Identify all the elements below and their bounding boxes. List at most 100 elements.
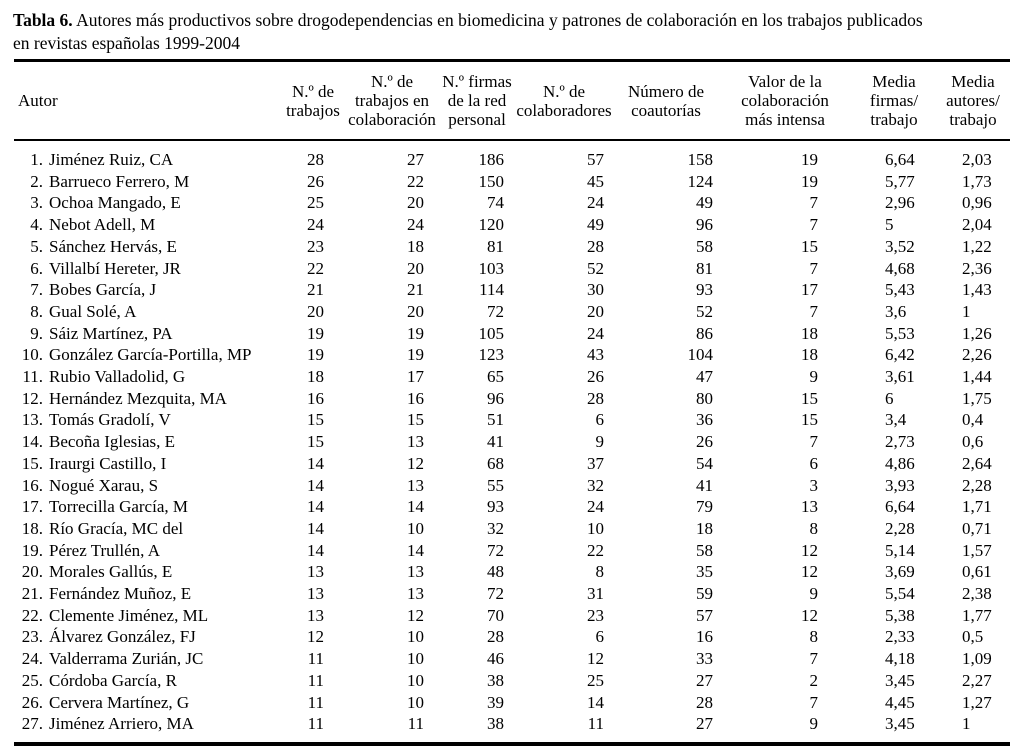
value-cell: 186	[478, 150, 505, 169]
table-row: 25. Córdoba García, R 11 10 38 25 27 2 3,45 2,27	[14, 670, 1010, 692]
value-cell: 3,6	[885, 301, 907, 321]
author-name: Jiménez Arriero, MA	[49, 714, 194, 734]
author-rank: 21.	[21, 584, 43, 604]
author-cell: 4. Nebot Adell, M	[14, 214, 282, 236]
value-cell: 35	[696, 562, 713, 582]
table-row: 8. Gual Solé, A 20 20 72 20 52 7 3,6 1	[14, 301, 1010, 323]
value-cell: 14	[307, 453, 324, 473]
author-name: Sáiz Martínez, PA	[49, 323, 173, 343]
author-cell: 7. Bobes García, J	[14, 279, 282, 301]
value-cell: 33	[696, 649, 713, 669]
value-cell: 14	[307, 540, 324, 560]
author-cell: 2. Barrueco Ferrero, M	[14, 171, 282, 193]
value-cell: 1,57	[962, 540, 992, 560]
value-cell: 13	[407, 432, 424, 452]
value-cell: 72	[487, 540, 504, 560]
value-cell: 7	[809, 193, 819, 213]
value-cell: 14	[407, 540, 424, 560]
table-row: 19. Pérez Trullén, A 14 14 72 22 58 12 5,14 1,57	[14, 540, 1010, 562]
value-cell: 16	[696, 627, 713, 647]
author-rank: 18.	[21, 518, 43, 538]
value-cell: 58	[696, 236, 713, 256]
value-cell: 21	[307, 280, 324, 300]
table-row: 18. Río Gracía, MC del 14 10 32 10 18 8 2,28 0,71	[14, 518, 1010, 540]
value-cell: 158	[687, 150, 714, 169]
author-name: Barrueco Ferrero, M	[49, 171, 190, 191]
value-cell: 38	[487, 670, 504, 690]
value-cell: 105	[478, 323, 505, 343]
author-rank: 1.	[30, 150, 43, 169]
value-cell: 20	[407, 193, 424, 213]
value-cell: 1,22	[962, 236, 992, 256]
value-cell: 13	[801, 497, 818, 517]
value-cell: 23	[307, 236, 324, 256]
author-rank: 4.	[30, 215, 43, 235]
table-header: Autor N.º de trabajos N.º de trabajos en c…	[14, 60, 1010, 141]
value-cell: 114	[479, 280, 504, 300]
value-cell: 38	[487, 714, 504, 734]
author-name: Iraurgi Castillo, I	[49, 453, 167, 473]
author-rank: 22.	[21, 605, 43, 625]
value-cell: 24	[587, 497, 604, 517]
value-cell: 80	[696, 388, 713, 408]
value-cell: 8	[595, 562, 605, 582]
value-cell: 51	[487, 410, 504, 430]
value-cell: 2,28	[962, 475, 992, 495]
value-cell: 81	[696, 258, 713, 278]
table-row: 11. Rubio Valladolid, G 18 17 65 26 47 9 3,61 1,4…	[14, 366, 1010, 388]
value-cell: 1,26	[962, 323, 992, 343]
author-rank: 26.	[21, 692, 43, 712]
value-cell: 47	[696, 367, 713, 387]
author-rank: 27.	[21, 714, 43, 734]
value-cell: 16	[307, 388, 324, 408]
column-header: Media autores/ trabajo	[936, 60, 1010, 141]
author-name: Río Gracía, MC del	[49, 518, 184, 538]
value-cell: 0,5	[962, 627, 984, 647]
value-cell: 30	[587, 280, 604, 300]
value-cell: 13	[307, 562, 324, 582]
value-cell: 22	[407, 171, 424, 191]
value-cell: 49	[587, 215, 604, 235]
value-cell: 19	[307, 323, 324, 343]
value-cell: 72	[487, 584, 504, 604]
value-cell: 6	[885, 388, 894, 408]
author-cell: 1. Jiménez Ruiz, CA	[14, 140, 282, 171]
table-row: 27. Jiménez Arriero, MA 11 11 38 11 27 9 3,45 1	[14, 713, 1010, 744]
value-cell: 19	[307, 345, 324, 365]
value-cell: 15	[307, 410, 324, 430]
value-cell: 11	[307, 649, 324, 669]
value-cell: 20	[407, 258, 424, 278]
value-cell: 18	[696, 518, 713, 538]
author-rank: 11.	[22, 367, 43, 387]
author-rank: 7.	[30, 280, 43, 300]
table-row: 22. Clemente Jiménez, ML 13 12 70 23 57 12 5,38 1…	[14, 605, 1010, 627]
table-row: 10. González García-Portilla, MP 19 19 123 43…	[14, 344, 1010, 366]
value-cell: 6,64	[885, 497, 915, 517]
column-header: Media firmas/ trabajo	[852, 60, 936, 141]
value-cell: 52	[587, 258, 604, 278]
value-cell: 12	[307, 627, 324, 647]
author-cell: 8. Gual Solé, A	[14, 301, 282, 323]
author-name: Sánchez Hervás, E	[49, 236, 177, 256]
value-cell: 17	[801, 280, 818, 300]
value-cell: 1,71	[962, 497, 992, 517]
column-header: N.º de trabajos	[282, 60, 344, 141]
column-header: Número de coautorías	[614, 60, 718, 141]
value-cell: 96	[696, 215, 713, 235]
value-cell: 14	[307, 518, 324, 538]
author-cell: 10. González García-Portilla, MP	[14, 344, 282, 366]
value-cell: 9	[809, 367, 819, 387]
value-cell: 0,96	[962, 193, 992, 213]
value-cell: 39	[487, 692, 504, 712]
value-cell: 11	[307, 714, 324, 734]
value-cell: 2,38	[962, 584, 992, 604]
value-cell: 6,64	[885, 150, 915, 169]
value-cell: 2,96	[885, 193, 915, 213]
value-cell: 0,6	[962, 432, 984, 452]
value-cell: 24	[587, 193, 604, 213]
value-cell: 7	[809, 215, 819, 235]
value-cell: 15	[307, 432, 324, 452]
author-cell: 12. Hernández Mezquita, MA	[14, 388, 282, 410]
value-cell: 49	[696, 193, 713, 213]
author-name: Pérez Trullén, A	[49, 540, 160, 560]
